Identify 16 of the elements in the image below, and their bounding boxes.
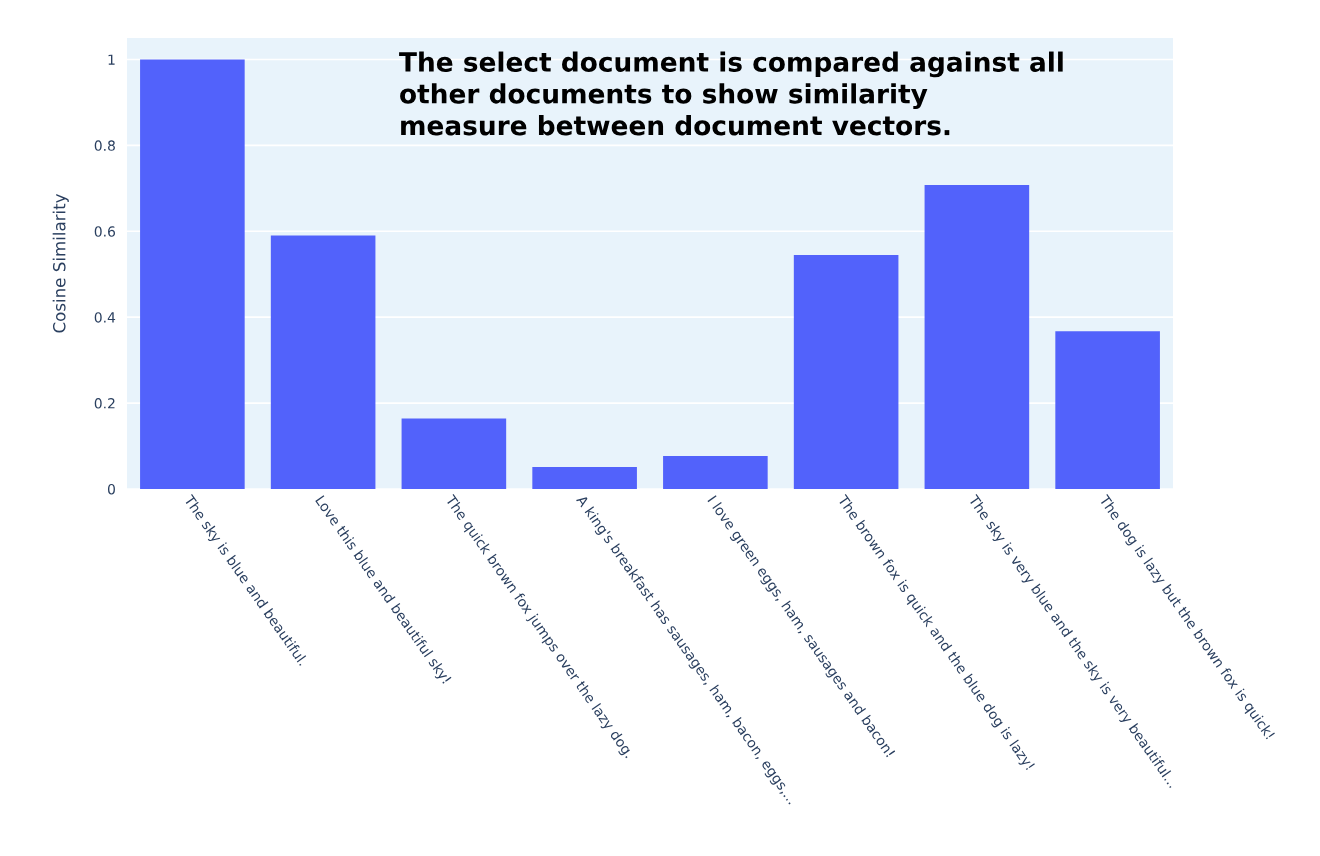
- annotation: The select document is compared against all other documents to show similarity measure between document vectors.: [399, 51, 1063, 136]
- bar: [924, 184, 1030, 489]
- bar: [663, 455, 768, 489]
- bar: [270, 235, 376, 489]
- bar: [1055, 331, 1160, 489]
- y-tick-label: 0.4: [94, 312, 116, 323]
- bar: [401, 418, 507, 489]
- bar: [532, 467, 637, 489]
- bar: [140, 59, 245, 489]
- y-axis-title: Cosine Similarity: [52, 193, 69, 333]
- y-tick-label: 0.6: [94, 226, 116, 237]
- bar: [793, 254, 899, 489]
- y-tick-label: 1: [108, 54, 115, 65]
- y-tick-label: 0.8: [94, 140, 115, 151]
- y-tick-label: 0.2: [94, 398, 115, 409]
- y-tick-label: 0: [107, 483, 115, 495]
